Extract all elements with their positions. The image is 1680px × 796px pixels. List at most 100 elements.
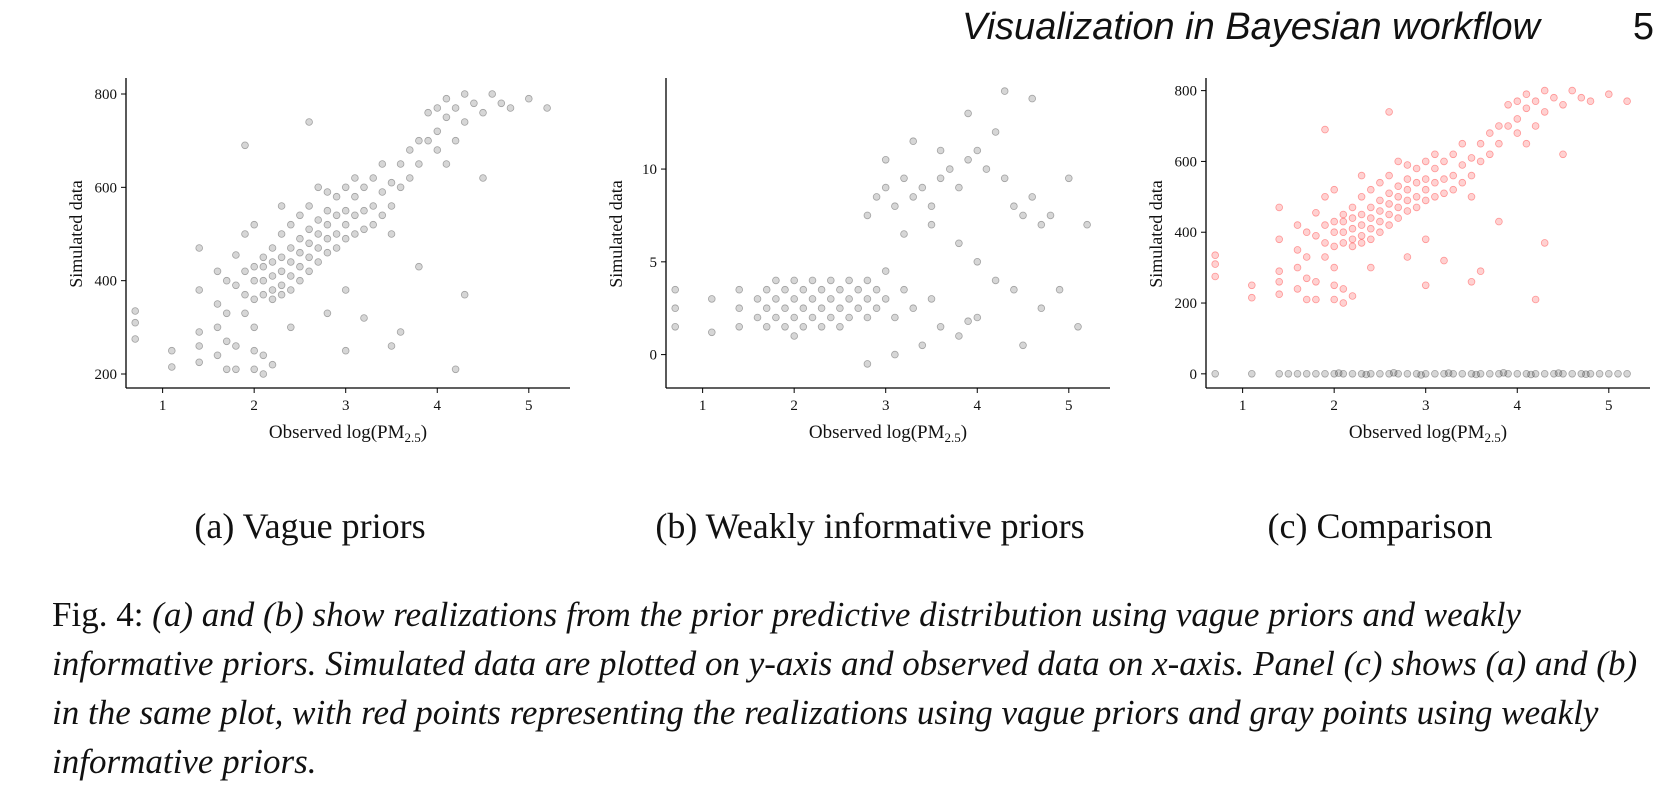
data-point — [213, 267, 222, 276]
x-tick-label: 5 — [525, 398, 533, 414]
data-point — [1595, 369, 1604, 378]
data-point — [396, 183, 405, 192]
data-point — [332, 211, 341, 220]
data-point — [213, 351, 222, 360]
data-point — [1467, 154, 1476, 162]
data-point — [900, 230, 908, 238]
data-point — [1248, 369, 1256, 378]
data-point — [1412, 164, 1421, 173]
data-point — [1357, 232, 1366, 240]
data-point — [213, 300, 222, 308]
data-point — [1385, 210, 1393, 219]
y-tick-label: 200 — [1175, 296, 1198, 312]
data-point — [250, 276, 259, 285]
data-point — [936, 146, 945, 155]
data-point — [351, 174, 359, 182]
y-tick-label: 600 — [1175, 154, 1198, 170]
data-point — [1275, 278, 1284, 286]
data-point — [1321, 125, 1329, 134]
data-point — [854, 285, 863, 294]
data-point — [1357, 369, 1366, 378]
data-point — [799, 322, 808, 331]
data-point — [1476, 369, 1485, 378]
y-tick-label: 600 — [95, 180, 118, 196]
data-point — [1531, 122, 1540, 130]
data-point — [1394, 214, 1403, 222]
data-point — [1367, 203, 1375, 212]
data-point — [1376, 369, 1384, 378]
data-point — [323, 206, 332, 215]
data-point — [1586, 97, 1595, 106]
data-point — [845, 295, 853, 303]
data-point — [918, 183, 927, 192]
data-point — [1275, 235, 1284, 244]
data-point — [1531, 369, 1540, 378]
data-point — [259, 276, 268, 285]
data-point — [341, 220, 350, 229]
data-point — [287, 244, 295, 252]
data-point — [314, 183, 323, 192]
series-0 — [131, 90, 551, 378]
data-point — [259, 262, 268, 271]
data-point — [1330, 228, 1339, 237]
data-point — [753, 295, 762, 303]
data-point — [1495, 369, 1503, 378]
subcaption-c: (c) Comparison — [1267, 506, 1493, 546]
data-point — [323, 220, 332, 229]
data-point — [1321, 221, 1329, 229]
x-tick-label: 4 — [434, 398, 442, 414]
x-tick-label: 4 — [1514, 398, 1522, 414]
data-point — [1385, 369, 1393, 378]
data-point — [424, 136, 432, 145]
y-tick-label: 0 — [650, 348, 658, 364]
data-point — [1504, 369, 1512, 378]
data-point — [753, 313, 762, 322]
data-point — [415, 262, 423, 271]
data-point — [1293, 369, 1302, 378]
data-point — [1513, 97, 1522, 106]
y-tick-label: 0 — [1190, 367, 1198, 383]
data-point — [1321, 369, 1329, 378]
data-point — [827, 313, 835, 322]
data-point — [1449, 150, 1458, 159]
data-point — [1334, 369, 1343, 377]
data-point — [277, 202, 286, 210]
data-point — [1554, 369, 1563, 377]
data-point — [1385, 189, 1393, 198]
data-point — [1339, 210, 1348, 219]
data-point — [1367, 235, 1375, 244]
data-point — [1623, 97, 1631, 106]
data-point — [1394, 203, 1403, 212]
x-tick-label: 3 — [1422, 398, 1430, 414]
y-tick-label: 200 — [95, 367, 118, 383]
data-point — [872, 285, 881, 294]
data-point — [287, 323, 295, 332]
data-point — [250, 365, 259, 374]
data-point — [991, 276, 1000, 285]
data-point — [479, 108, 487, 117]
data-point — [1339, 299, 1348, 307]
data-point — [1302, 274, 1311, 283]
data-point — [964, 156, 972, 164]
data-point — [1412, 178, 1421, 187]
scatter-plot-c: 1 2 3 4 5 0 200 400 600 800 Observed log(PM2.5) Sim… — [1146, 78, 1650, 445]
data-point — [1403, 207, 1412, 215]
data-point — [1499, 368, 1508, 377]
x-tick-label: 3 — [342, 398, 350, 414]
data-point — [479, 174, 487, 182]
data-point — [836, 285, 844, 294]
data-point — [1421, 185, 1430, 194]
data-point — [1302, 295, 1311, 304]
data-point — [955, 239, 963, 248]
data-point — [250, 323, 259, 332]
data-point — [1527, 370, 1535, 379]
x-tick-label: 2 — [250, 398, 258, 414]
data-point — [259, 253, 268, 262]
data-point — [1367, 224, 1375, 233]
data-point — [351, 192, 359, 201]
data-point — [387, 230, 396, 238]
data-point — [1376, 228, 1384, 237]
data-point — [1275, 290, 1284, 299]
data-point — [1417, 371, 1425, 379]
data-point — [241, 141, 249, 150]
